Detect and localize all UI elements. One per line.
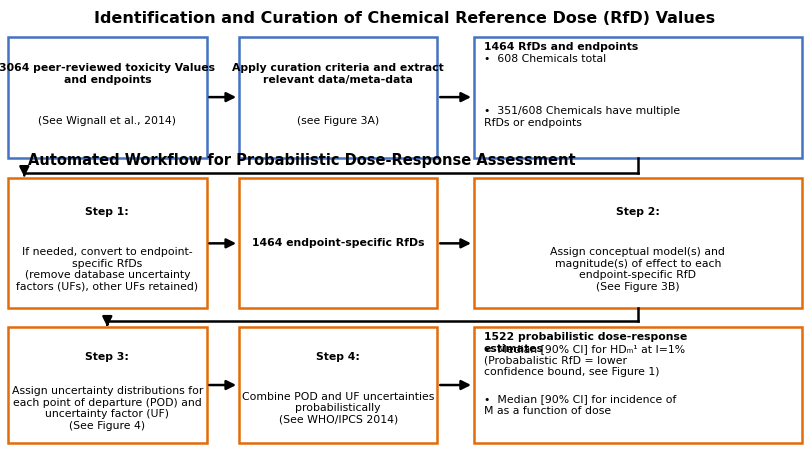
Text: •  351/608 Chemicals have multiple
RfDs or endpoints: • 351/608 Chemicals have multiple RfDs o…	[484, 106, 680, 128]
FancyBboxPatch shape	[474, 178, 802, 308]
FancyBboxPatch shape	[474, 327, 802, 443]
Text: Combine POD and UF uncertainties
probabilistically
(See WHO/IPCS 2014): Combine POD and UF uncertainties probabi…	[242, 392, 434, 425]
Text: If needed, convert to endpoint-
specific RfDs
(remove database uncertainty
facto: If needed, convert to endpoint- specific…	[16, 247, 198, 292]
FancyBboxPatch shape	[239, 327, 437, 443]
Text: Assign conceptual model(s) and
magnitude(s) of effect to each
endpoint-specific : Assign conceptual model(s) and magnitude…	[551, 247, 725, 292]
Text: Step 2:: Step 2:	[616, 207, 660, 217]
Text: (see Figure 3A): (see Figure 3A)	[297, 117, 379, 126]
Text: Identification and Curation of Chemical Reference Dose (RfD) Values: Identification and Curation of Chemical …	[95, 11, 715, 27]
FancyBboxPatch shape	[8, 37, 207, 158]
FancyBboxPatch shape	[8, 178, 207, 308]
Text: •  608 Chemicals total: • 608 Chemicals total	[484, 54, 606, 64]
FancyBboxPatch shape	[239, 37, 437, 158]
FancyBboxPatch shape	[474, 37, 802, 158]
Text: Step 3:: Step 3:	[85, 352, 130, 362]
Text: Apply curation criteria and extract
relevant data/meta-data: Apply curation criteria and extract rele…	[232, 63, 444, 85]
Text: 1522 probabilistic dose-response
estimates: 1522 probabilistic dose-response estimat…	[484, 332, 687, 354]
Text: Step 1:: Step 1:	[85, 207, 130, 217]
Text: Automated Workflow for Probabilistic Dose-Response Assessment: Automated Workflow for Probabilistic Dos…	[28, 153, 576, 168]
Text: 1464 endpoint-specific RfDs: 1464 endpoint-specific RfDs	[252, 239, 424, 248]
Text: Step 4:: Step 4:	[316, 352, 360, 362]
Text: 1464 RfDs and endpoints: 1464 RfDs and endpoints	[484, 42, 637, 52]
Text: •  Median [90% CI] for incidence of
M as a function of dose: • Median [90% CI] for incidence of M as …	[484, 394, 676, 416]
FancyBboxPatch shape	[8, 327, 207, 443]
Text: Assign uncertainty distributions for
each point of departure (POD) and
uncertain: Assign uncertainty distributions for eac…	[11, 386, 203, 431]
Text: (See Wignall et al., 2014): (See Wignall et al., 2014)	[38, 117, 177, 126]
Text: •  Median [90% CI] for HDₘ¹ at I=1%
(Probabalistic RfD = lower
confidence bound,: • Median [90% CI] for HDₘ¹ at I=1% (Prob…	[484, 344, 684, 377]
Text: 3064 peer-reviewed toxicity Values
and endpoints: 3064 peer-reviewed toxicity Values and e…	[0, 63, 215, 85]
FancyBboxPatch shape	[239, 178, 437, 308]
